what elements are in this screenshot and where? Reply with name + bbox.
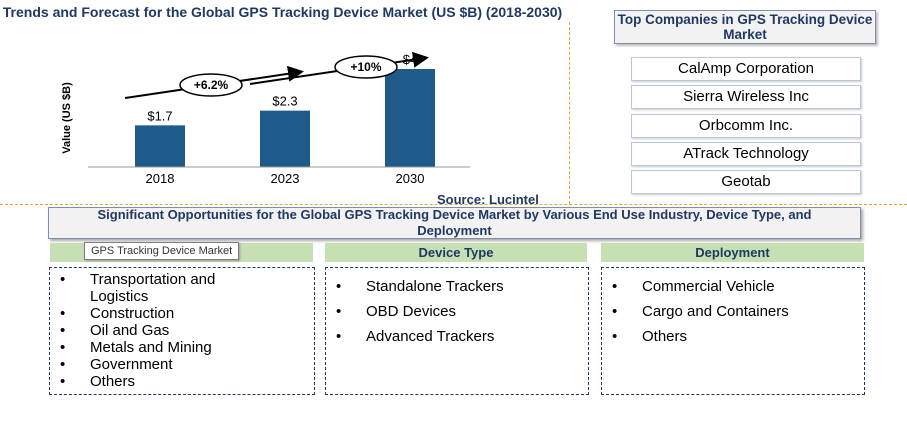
company-item: CalAmp Corporation (631, 57, 861, 81)
growth-label: +10% (350, 60, 381, 74)
bar-2030 (385, 69, 435, 167)
x-tick-label: 2030 (396, 171, 425, 186)
list-item: • Oil and Gas (60, 322, 170, 339)
x-tick-label: 2023 (271, 171, 300, 186)
company-item: Sierra Wireless Inc (631, 85, 861, 109)
companies-title: Top Companies in GPS Tracking Device Mar… (614, 10, 876, 44)
list-item: • Cargo and Containers (612, 303, 789, 320)
company-item: Geotab (631, 170, 861, 194)
divider-horizontal (0, 204, 907, 205)
opportunities-title: Significant Opportunities for the Global… (48, 207, 861, 239)
list-item: • Metals and Mining (60, 339, 212, 356)
x-tick-label: 2018 (146, 171, 175, 186)
list-item: • Others (612, 328, 688, 345)
column-heading-device-type: Device Type (325, 243, 587, 262)
column-heading-deployment: Deployment (601, 243, 864, 262)
data-label: $1.7 (147, 108, 172, 123)
list-item: • Transportation and Logistics (60, 271, 216, 305)
data-label: $2.3 (272, 94, 297, 109)
growth-oval (334, 55, 398, 79)
y-axis-label: Value (US $B) (61, 82, 73, 154)
source-note: Source: Lucintel (437, 192, 539, 207)
list-item: • Commercial Vehicle (612, 278, 775, 295)
bar-2023 (260, 110, 310, 167)
chart-title: Trends and Forecast for the Global GPS T… (2, 4, 563, 20)
bar-2018 (135, 125, 185, 167)
end-use-box: • Transportation and Logistics • Construct… (49, 267, 315, 395)
tooltip: GPS Tracking Device Market (84, 242, 240, 260)
list-item: • Standalone Trackers (336, 278, 504, 295)
growth-label: +6.2% (194, 78, 229, 92)
list-item: • Construction (60, 305, 175, 322)
list-item: • Advanced Trackers (336, 328, 495, 345)
growth-oval (179, 73, 243, 97)
device-type-box: • Standalone Trackers • OBD Devices • Advan… (325, 267, 589, 395)
company-item: Orbcomm Inc. (631, 114, 861, 138)
list-item: • OBD Devices (336, 303, 457, 320)
divider-vertical (569, 22, 570, 204)
list-item: • Others (60, 373, 136, 390)
company-item: ATrack Technology (631, 142, 861, 166)
deployment-box: • Commercial Vehicle • Cargo and Container… (601, 267, 865, 395)
list-item: • Government (60, 356, 173, 373)
